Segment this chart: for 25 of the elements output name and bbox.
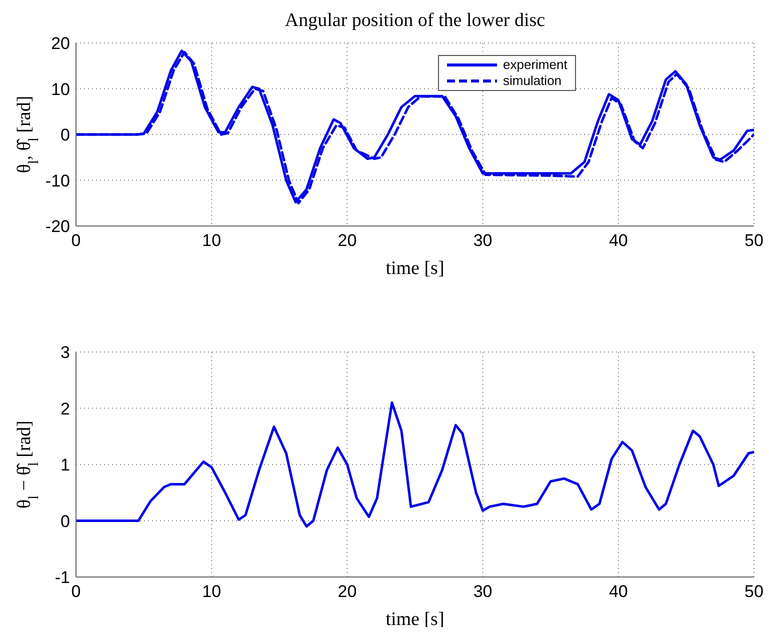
x-tick-label: 20 (338, 582, 357, 602)
y-tick-label: -20 (45, 217, 70, 236)
y-tick-label: -1 (54, 568, 70, 588)
y-tick-label: 1 (60, 456, 70, 475)
x-tick-label: 40 (608, 231, 628, 250)
legend-label: simulation (503, 73, 562, 89)
y-tick-label: 20 (51, 34, 70, 54)
y-tick-label: 3 (60, 343, 70, 362)
y-tick-label: 2 (60, 399, 70, 418)
legend-label: experiment (503, 57, 568, 73)
x-tick-label: 40 (608, 582, 628, 602)
y-tick-label: -10 (45, 171, 70, 190)
y-tick-label: 0 (60, 126, 70, 145)
x-tick-label: 20 (338, 231, 357, 250)
x-tick-label: 10 (202, 231, 222, 250)
chart-title: Angular position of the lower disc (284, 10, 546, 32)
x-tick-label: 10 (202, 582, 222, 602)
x-axis-title: time [s] (386, 258, 444, 279)
x-tick-label: 50 (744, 231, 764, 250)
y-tick-label: 10 (51, 80, 70, 99)
x-tick-label: 30 (473, 231, 492, 250)
line-series (76, 401, 754, 528)
x-tick-label: 50 (744, 582, 764, 602)
x-tick-label: 30 (473, 582, 492, 602)
y-tick-label: 0 (60, 512, 70, 531)
